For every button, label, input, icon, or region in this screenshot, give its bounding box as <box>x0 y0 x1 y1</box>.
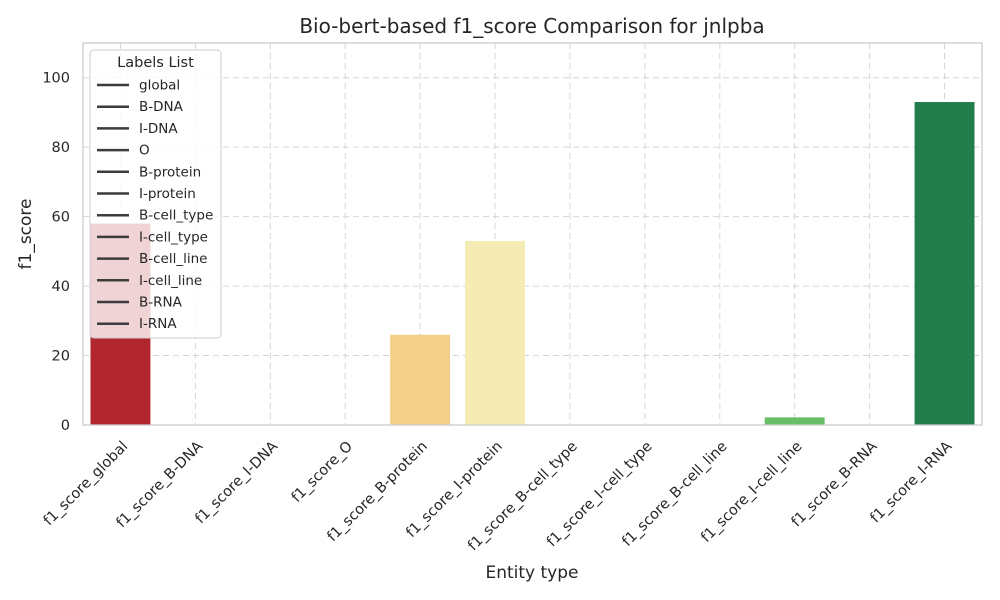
x-tick-label: f1_score_O <box>289 439 356 506</box>
legend: Labels List global B-DNA I-DNA O B-protein I-… <box>89 49 222 339</box>
legend-label: I-cell_line <box>139 273 202 289</box>
legend-entries: global B-DNA I-DNA O B-protein I-protein B-cel… <box>97 78 213 332</box>
legend-label: B-DNA <box>139 99 184 115</box>
y-tick-label: 100 <box>42 71 70 87</box>
bar-f1_score_B-protein <box>390 334 451 425</box>
chart-title: Bio-bert-based f1_score Comparison for j… <box>299 14 764 38</box>
x-tick-label: f1_score_I-RNA <box>868 438 956 526</box>
legend-label: global <box>139 78 180 94</box>
legend-label: B-RNA <box>139 295 183 311</box>
x-axis-ticks: f1_score_globalf1_score_B-DNAf1_score_I-… <box>41 438 956 554</box>
y-tick-label: 80 <box>52 140 70 156</box>
legend-label: O <box>139 143 150 159</box>
legend-label: B-cell_type <box>139 208 213 224</box>
x-axis-label: Entity type <box>485 563 578 583</box>
x-tick-label: f1_score_I-DNA <box>193 438 282 527</box>
bar-f1_score_I-cell_line <box>764 417 825 425</box>
y-axis-ticks: 0 20 40 60 80 100 <box>42 71 70 434</box>
bar-f1_score_I-RNA <box>914 102 975 425</box>
plot-frame <box>82 42 983 426</box>
legend-label: I-protein <box>139 186 196 202</box>
legend-title: Labels List <box>117 55 194 71</box>
y-axis-label: f1_score <box>16 199 36 270</box>
legend-label: I-RNA <box>139 316 177 332</box>
y-tick-label: 0 <box>61 418 70 434</box>
legend-box <box>89 49 222 339</box>
legend-label: B-protein <box>139 164 201 180</box>
legend-label: I-cell_type <box>139 229 208 245</box>
bar-f1_score_I-protein <box>465 240 526 425</box>
legend-label: B-cell_line <box>139 251 207 267</box>
y-tick-label: 40 <box>52 279 70 295</box>
y-tick-label: 20 <box>52 349 70 365</box>
y-tick-label: 60 <box>52 210 70 226</box>
bars <box>90 102 975 425</box>
legend-label: I-DNA <box>139 121 178 137</box>
